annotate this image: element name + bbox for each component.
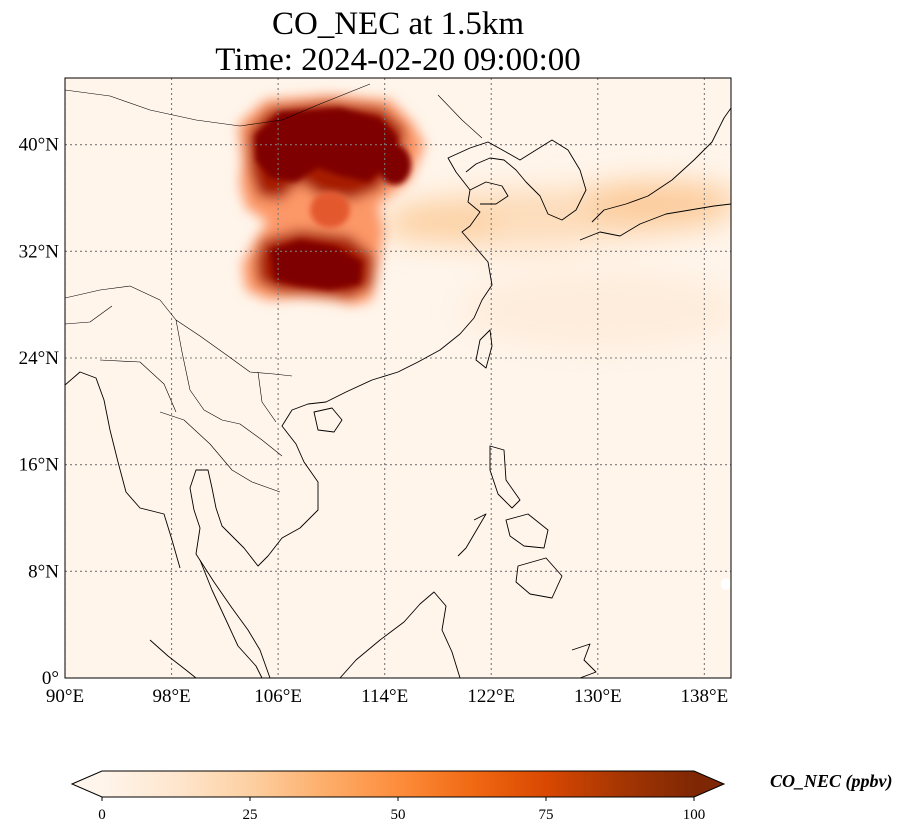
x-tick-label: 98°E [152, 686, 190, 707]
x-tick-label: 122°E [467, 686, 515, 707]
coastline-borneo [339, 591, 461, 678]
y-tick-label: 32°N [19, 241, 60, 262]
y-tick-label: 8°N [28, 561, 59, 582]
y-tick-label: 40°N [19, 135, 60, 156]
colorbar-tick-label: 50 [391, 807, 406, 823]
y-tick-label: 24°N [19, 348, 60, 369]
coastline-japan-south [579, 203, 731, 241]
colorbar-body [102, 771, 694, 797]
faint-plume [380, 180, 731, 350]
coastline-mainland [189, 171, 493, 678]
colorbar-extend-high [694, 771, 724, 797]
x-axis-ticks: 90°E 98°E 106°E 114°E 122°E 130°E 138°E [46, 686, 728, 707]
x-tick-label: 130°E [574, 686, 622, 707]
x-tick-label: 90°E [46, 686, 84, 707]
coastline-hainan [313, 407, 343, 433]
coastline-sulawesi [571, 643, 597, 678]
coastline-taiwan [475, 329, 493, 369]
y-tick-label: 0° [42, 668, 59, 689]
missing-data-patch [721, 578, 731, 590]
coastline-japan [591, 107, 731, 223]
concentration-field [238, 95, 731, 350]
gridlines [65, 78, 731, 678]
coastline-visayas [505, 513, 549, 549]
colorbar-tick-label: 100 [683, 807, 706, 823]
colorbar: 0 25 50 75 100 [70, 770, 726, 823]
y-tick-label: 16°N [19, 455, 60, 476]
x-tick-label: 138°E [681, 686, 729, 707]
x-tick-label: 114°E [361, 686, 408, 707]
coastline-malay [199, 559, 263, 678]
colorbar-tick-label: 25 [243, 807, 258, 823]
coastline-myanmar [65, 371, 181, 569]
x-tick-label: 106°E [254, 686, 302, 707]
map-frame [64, 77, 732, 679]
colorbar-extend-low [72, 771, 102, 797]
coastline-luzon [489, 445, 521, 509]
colorbar-label: CO_NEC (ppbv) [770, 771, 893, 791]
map-subtitle-time: Time: 2024-02-20 09:00:00 [215, 42, 581, 78]
coastline-shandong [469, 181, 509, 205]
border-north [65, 83, 483, 139]
plume-core [255, 108, 411, 290]
coastline-sumatra [149, 639, 197, 678]
colorbar-tick-label: 0 [98, 807, 106, 823]
map-title: CO_NEC at 1.5km [271, 6, 525, 42]
coastline-mindanao [515, 557, 563, 599]
coastline-bohai [447, 139, 587, 221]
coastline-palawan [457, 513, 487, 557]
colorbar-tick-label: 75 [539, 807, 554, 823]
border-inland [65, 285, 293, 493]
colorbar-ticks: 0 25 50 75 100 [98, 797, 705, 823]
coastlines [65, 83, 731, 678]
y-axis-ticks: 0° 8°N 16°N 24°N 32°N 40°N [19, 135, 60, 689]
